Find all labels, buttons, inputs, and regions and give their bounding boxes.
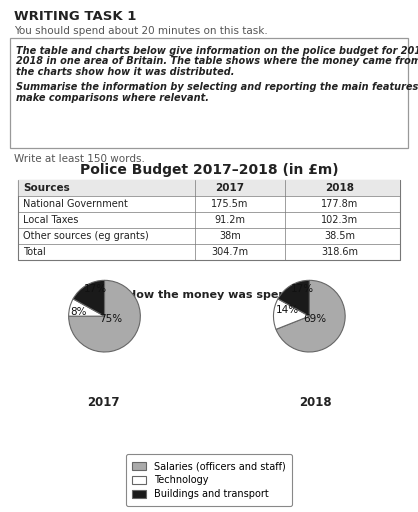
Wedge shape [69,299,104,316]
Bar [18,180,400,260]
Text: 2018 in one area of Britain. The table shows where the money came from and: 2018 in one area of Britain. The table s… [16,56,418,67]
Text: 38.5m: 38.5m [324,231,355,241]
Text: 304.7m: 304.7m [212,247,249,257]
FancyBboxPatch shape [10,38,408,148]
Text: Total: Total [23,247,46,257]
Legend: Salaries (officers and staff), Technology, Buildings and transport: Salaries (officers and staff), Technolog… [126,454,292,506]
Wedge shape [273,299,309,329]
Bar [18,180,400,196]
Text: Police Budget 2017–2018 (in £m): Police Budget 2017–2018 (in £m) [80,163,338,177]
Text: 102.3m: 102.3m [321,215,359,225]
Text: How the money was spent: How the money was spent [127,290,291,300]
Text: 75%: 75% [99,314,122,324]
Text: 17%: 17% [84,284,107,294]
Text: Write at least 150 words.: Write at least 150 words. [14,154,145,164]
Text: Other sources (eg grants): Other sources (eg grants) [23,231,149,241]
Text: 69%: 69% [303,314,326,324]
Text: 8%: 8% [71,307,87,317]
Text: Sources: Sources [23,183,70,193]
Text: You should spend about 20 minutes on this task.: You should spend about 20 minutes on thi… [14,26,268,36]
Text: National Government: National Government [23,199,128,209]
Text: Summarise the information by selecting and reporting the main features, and: Summarise the information by selecting a… [16,82,418,93]
Text: 38m: 38m [219,231,241,241]
Text: make comparisons where relevant.: make comparisons where relevant. [16,93,209,103]
Text: 175.5m: 175.5m [212,199,249,209]
Text: 14%: 14% [275,305,299,315]
Text: the charts show how it was distributed.: the charts show how it was distributed. [16,67,234,77]
Text: 91.2m: 91.2m [214,215,245,225]
Text: 17%: 17% [291,284,314,294]
Wedge shape [276,281,345,352]
Wedge shape [69,281,140,352]
Wedge shape [278,281,309,316]
Text: 318.6m: 318.6m [321,247,359,257]
Text: 2018: 2018 [326,183,354,193]
Text: 2017: 2017 [87,396,119,409]
Text: Local Taxes: Local Taxes [23,215,79,225]
Text: WRITING TASK 1: WRITING TASK 1 [14,10,136,23]
Wedge shape [73,281,104,316]
Text: The table and charts below give information on the police budget for 2017 and: The table and charts below give informat… [16,46,418,56]
Text: 2017: 2017 [215,183,245,193]
Text: 2018: 2018 [299,396,331,409]
Text: 177.8m: 177.8m [321,199,359,209]
